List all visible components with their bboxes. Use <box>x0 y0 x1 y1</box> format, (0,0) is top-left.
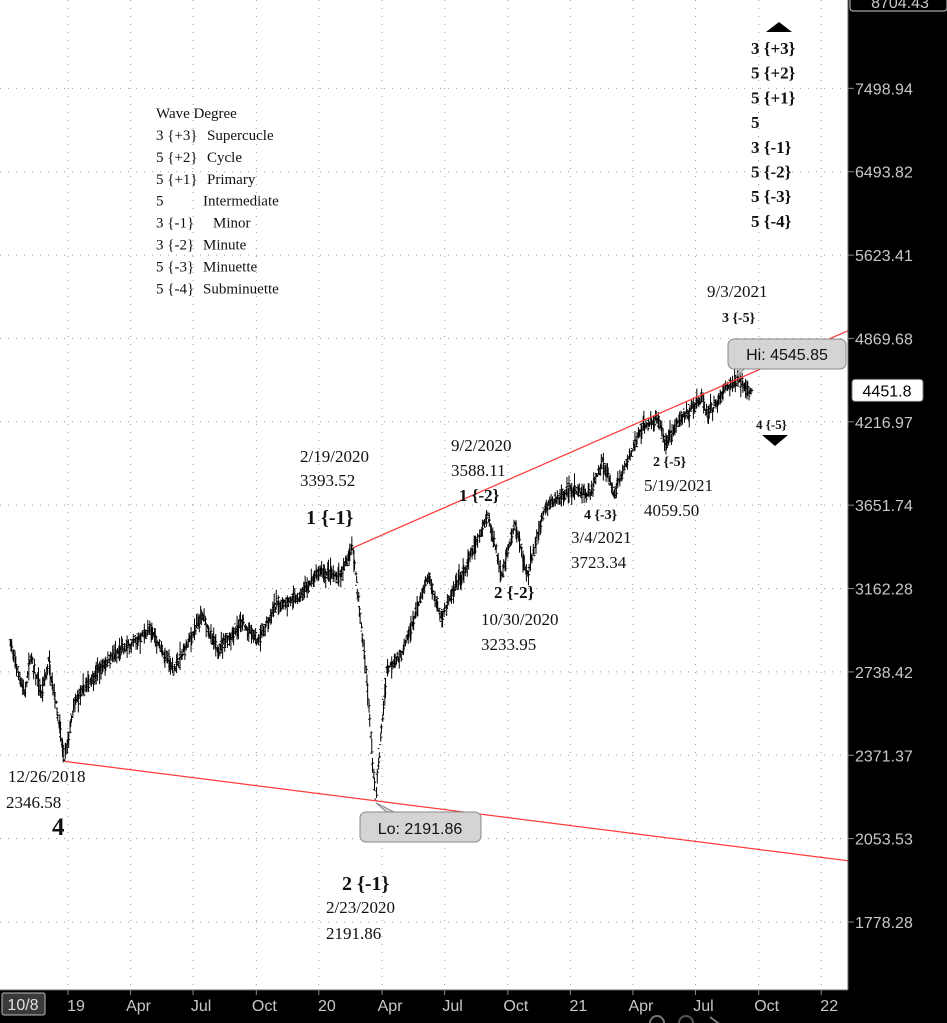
price-axis-panel <box>848 0 947 1023</box>
wave-legend-code: 5 <box>156 194 164 210</box>
price-axis-tick: 2371.37 <box>855 748 913 765</box>
time-axis-tick: Apr <box>126 998 152 1015</box>
price-axis-tick: 3162.28 <box>855 582 913 599</box>
time-axis-tick: Oct <box>754 998 779 1015</box>
last-price-box <box>851 378 924 402</box>
wave-annotation: 3233.95 <box>481 635 536 654</box>
time-axis-tick: 19 <box>67 998 85 1015</box>
wave-annotation: 2 {-5} <box>653 455 687 470</box>
wave-count-label: 5 {-2} <box>751 163 792 182</box>
time-axis-tick: Apr <box>628 998 654 1015</box>
wave-legend-code: 3 {+3} <box>156 128 198 144</box>
wave-annotation: 3588.11 <box>451 461 506 480</box>
top-price-box <box>849 0 947 12</box>
time-axis-tick: 10/8 <box>7 997 38 1014</box>
wave-legend-code: 5 {+2} <box>156 150 198 166</box>
price-axis-tick: 1778.28 <box>855 915 913 932</box>
up-triangle-marker <box>766 22 792 32</box>
wave-annotation: 2346.58 <box>6 793 61 812</box>
lower-trendline <box>64 760 849 862</box>
wave-legend-desc: Minor <box>213 216 251 232</box>
hi-callout-text: Hi: 4545.85 <box>746 347 828 364</box>
wave-annotation: 12/26/2018 <box>8 767 85 786</box>
time-axis-tick: 21 <box>569 998 587 1015</box>
wave-annotation: 9/3/2021 <box>707 282 767 301</box>
wave-annotation: 2/23/2020 <box>326 898 395 917</box>
wave-legend-code: 5 {+1} <box>156 172 198 188</box>
price-axis-tick: 8704.43 <box>871 0 929 12</box>
time-axis-panel <box>0 990 947 1023</box>
wave-annotation: 4 {-5} <box>756 417 787 432</box>
wave-count-label: 5 {+1} <box>751 88 796 107</box>
wave-legend-desc: Minuette <box>203 259 257 275</box>
time-axis-tick: Oct <box>252 998 277 1015</box>
wave-count-label: 5 <box>751 113 760 132</box>
wave-annotation: 9/2/2020 <box>451 436 511 455</box>
time-axis-tick: 20 <box>318 998 336 1015</box>
price-axis-tick: 5623.41 <box>855 248 913 265</box>
down-triangle-marker <box>762 435 788 446</box>
price-axis-tick: 2738.42 <box>855 665 913 682</box>
wave-legend-desc: Cycle <box>207 150 242 166</box>
price-axis-tick: 2053.53 <box>855 832 913 849</box>
wave-annotation: 2 {-1} <box>342 873 390 895</box>
scroll-right-icon <box>709 1016 720 1023</box>
wave-count-label: 5 {+2} <box>751 64 796 83</box>
wave-annotation: 5/19/2021 <box>644 476 713 495</box>
time-axis-tick: Oct <box>503 998 528 1015</box>
time-axis-current-box <box>1 992 46 1016</box>
wave-legend-desc: Subminuette <box>203 281 279 297</box>
lo-callout-text: Lo: 2191.86 <box>378 821 463 838</box>
wave-annotation: 4059.50 <box>644 501 699 520</box>
wave-legend-desc: Intermediate <box>203 194 279 210</box>
wave-annotation: 1 {-1} <box>306 507 354 529</box>
wave-legend-title: Wave Degree <box>156 106 237 122</box>
wave-annotation: 3393.52 <box>300 471 355 490</box>
price-axis-tick: 4216.97 <box>855 415 913 432</box>
last-price-label: 4451.8 <box>863 383 912 400</box>
wave-legend-code: 5 {-3} <box>156 259 194 275</box>
wave-annotation: 2191.86 <box>326 924 381 943</box>
wave-legend-desc: Minute <box>203 238 247 254</box>
wave-annotation: 1 {-2} <box>459 486 500 505</box>
wave-legend-desc: Primary <box>207 172 256 188</box>
wave-annotation: 2/19/2020 <box>300 447 369 466</box>
price-axis-tick: 6493.82 <box>855 165 913 182</box>
wave-count-label: 3 {-1} <box>751 138 792 157</box>
lo-callout-box <box>359 811 482 843</box>
wave-count-label: 3 {+3} <box>751 39 796 58</box>
wave-count-label: 5 {-4} <box>751 212 792 231</box>
wave-annotation: 2 {-2} <box>494 583 535 602</box>
wave-annotation: 4 {-3} <box>584 508 618 523</box>
wave-annotation: 4 <box>52 814 65 841</box>
wave-annotation: 3 {-5} <box>722 311 756 326</box>
time-axis-tick: Apr <box>378 998 404 1015</box>
price-bars <box>8 366 754 802</box>
price-axis-tick: 3651.74 <box>855 498 913 515</box>
price-axis-tick: 7498.94 <box>855 81 913 98</box>
price-axis-tick: 4869.68 <box>855 331 913 348</box>
wave-legend-code: 5 {-4} <box>156 281 194 297</box>
wave-annotation: 3723.34 <box>571 553 627 572</box>
wave-count-label: 5 {-3} <box>751 187 792 206</box>
time-axis-tick: Jul <box>693 998 713 1015</box>
wave-legend-code: 3 {-1} <box>156 216 194 232</box>
hi-callout-box <box>727 338 847 370</box>
wave-legend-code: 3 {-2} <box>156 238 194 254</box>
wave-legend-desc: Supercucle <box>207 128 274 144</box>
wave-annotation: 10/30/2020 <box>481 610 558 629</box>
time-axis-tick: Jul <box>442 998 462 1015</box>
zoom-control-icon <box>649 1015 665 1023</box>
wave-annotation: 3/4/2021 <box>571 528 631 547</box>
time-axis-tick: Jul <box>191 998 211 1015</box>
time-axis-tick: 22 <box>820 998 838 1015</box>
pan-control-icon <box>678 1015 694 1023</box>
